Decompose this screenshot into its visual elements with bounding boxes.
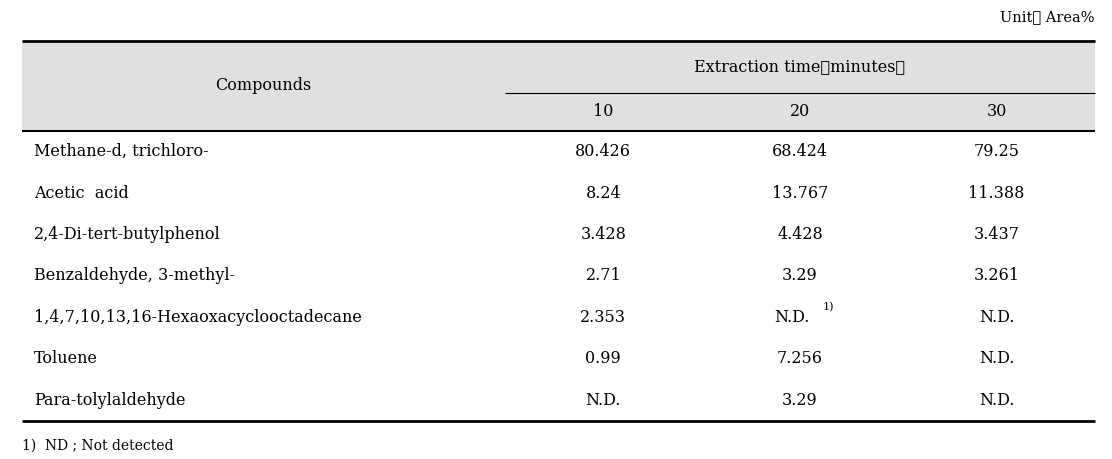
Bar xyxy=(505,41,1095,93)
Bar xyxy=(22,41,505,131)
Bar xyxy=(505,93,1095,131)
Text: N.D.: N.D. xyxy=(774,309,810,326)
Text: 2,4-Di-tert-butylphenol: 2,4-Di-tert-butylphenol xyxy=(34,226,221,243)
Text: Methane-d, trichloro-: Methane-d, trichloro- xyxy=(34,143,209,160)
Text: Para-tolylaldehyde: Para-tolylaldehyde xyxy=(34,392,186,409)
Text: 3.29: 3.29 xyxy=(782,392,817,409)
Text: 20: 20 xyxy=(790,103,811,121)
Text: 2.353: 2.353 xyxy=(580,309,626,326)
Text: 30: 30 xyxy=(986,103,1006,121)
Text: Acetic  acid: Acetic acid xyxy=(34,185,129,202)
Text: Benzaldehyde, 3-methyl-: Benzaldehyde, 3-methyl- xyxy=(34,268,235,285)
Text: 1,4,7,10,13,16-Hexaoxacyclooctadecane: 1,4,7,10,13,16-Hexaoxacyclooctadecane xyxy=(34,309,361,326)
Text: 3.261: 3.261 xyxy=(974,268,1020,285)
Text: 1): 1) xyxy=(822,302,834,313)
Text: Toluene: Toluene xyxy=(34,350,98,367)
Text: 7.256: 7.256 xyxy=(777,350,823,367)
Text: N.D.: N.D. xyxy=(586,392,620,409)
Text: 10: 10 xyxy=(593,103,614,121)
Text: 11.388: 11.388 xyxy=(969,185,1025,202)
Text: N.D.: N.D. xyxy=(979,350,1014,367)
Text: 3.428: 3.428 xyxy=(580,226,626,243)
Text: 13.767: 13.767 xyxy=(772,185,828,202)
Text: Compounds: Compounds xyxy=(216,78,311,95)
Text: 1)  ND ; Not detected: 1) ND ; Not detected xyxy=(22,439,173,453)
Text: N.D.: N.D. xyxy=(979,309,1014,326)
Text: 79.25: 79.25 xyxy=(974,143,1020,160)
Text: Extraction time（minutes）: Extraction time（minutes） xyxy=(694,58,905,75)
Text: 3.437: 3.437 xyxy=(974,226,1020,243)
Text: 0.99: 0.99 xyxy=(585,350,622,367)
Text: N.D.: N.D. xyxy=(979,392,1014,409)
Text: 2.71: 2.71 xyxy=(585,268,622,285)
Text: 8.24: 8.24 xyxy=(586,185,622,202)
Text: 3.29: 3.29 xyxy=(782,268,817,285)
Text: Unit： Area%: Unit： Area% xyxy=(1001,10,1095,24)
Text: 68.424: 68.424 xyxy=(772,143,828,160)
Text: 4.428: 4.428 xyxy=(777,226,823,243)
Text: 80.426: 80.426 xyxy=(575,143,632,160)
